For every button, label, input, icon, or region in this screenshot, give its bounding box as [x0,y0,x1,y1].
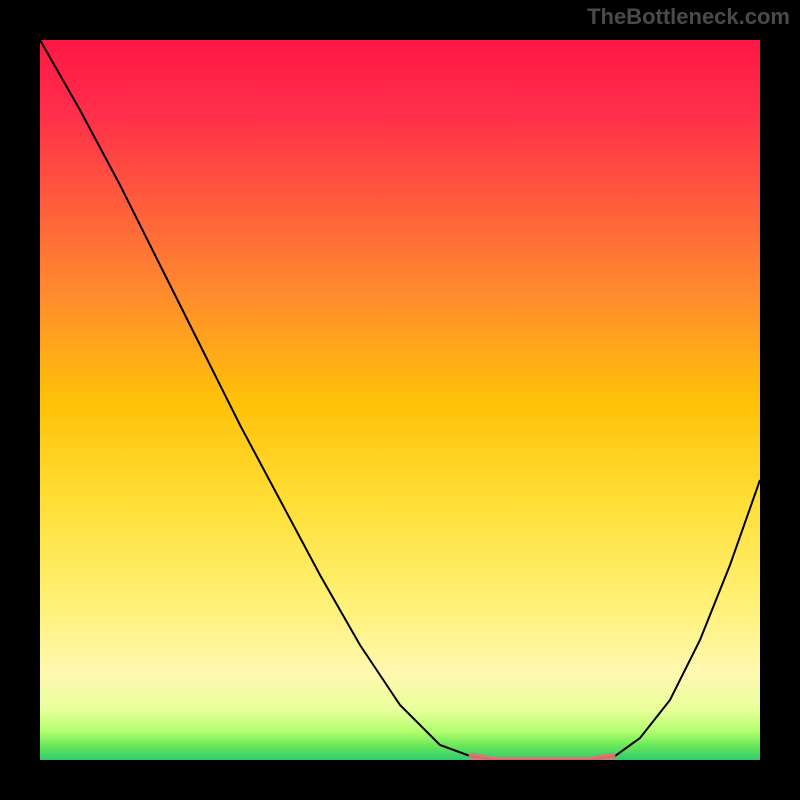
watermark-text: TheBottleneck.com [587,4,790,30]
chart-plot-area [40,40,760,760]
chart-curves [40,40,760,760]
highlight-segment [472,756,612,760]
bottleneck-curve [40,40,760,760]
